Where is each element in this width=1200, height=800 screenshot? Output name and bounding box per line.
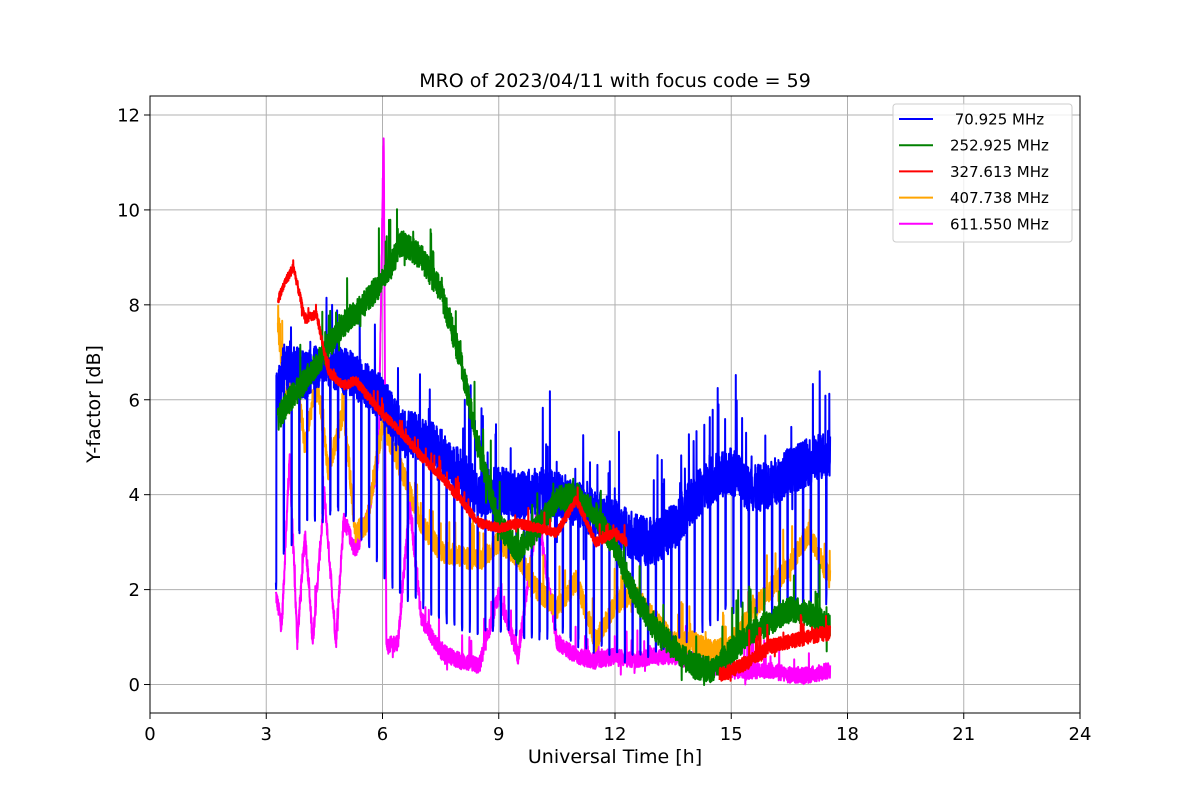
x-tick-label: 15 (720, 724, 743, 745)
y-tick-label: 12 (117, 105, 140, 126)
y-tick-label: 8 (129, 295, 140, 316)
x-tick-label: 18 (836, 724, 859, 745)
series-line-70.925-mhz (274, 296, 832, 664)
x-tick-label: 21 (952, 724, 975, 745)
legend-label-611.550-mhz: 611.550 MHz (950, 215, 1049, 233)
legend-label-327.613-mhz: 327.613 MHz (950, 163, 1049, 181)
series-layer (274, 137, 832, 686)
legend-box (892, 103, 1073, 243)
x-tick-label: 0 (144, 724, 155, 745)
legend: 70.925 MHz 252.925 MHz 327.613 MHz 407.738 … (892, 103, 1073, 243)
y-tick-label: 0 (129, 675, 140, 696)
x-tick-label: 24 (1069, 724, 1092, 745)
y-tick-label: 4 (129, 485, 140, 506)
y-axis-label: Y-factor [dB] (83, 345, 105, 464)
x-tick-label: 3 (261, 724, 272, 745)
series-line-327.613-mhz (277, 259, 628, 548)
series-line-252.925-mhz (276, 208, 831, 686)
x-tick-label: 9 (493, 724, 504, 745)
y-tick-label: 10 (117, 200, 140, 221)
chart-title: MRO of 2023/04/11 with focus code = 59 (419, 70, 811, 92)
y-tick-label: 2 (129, 580, 140, 601)
x-tick-label: 12 (604, 724, 627, 745)
y-tick-label: 6 (129, 390, 140, 411)
legend-label-252.925-mhz: 252.925 MHz (950, 137, 1049, 155)
x-axis-label: Universal Time [h] (528, 746, 702, 768)
legend-label-70.925-mhz: 70.925 MHz (950, 111, 1044, 129)
legend-label-407.738-mhz: 407.738 MHz (950, 189, 1049, 207)
x-tick-label: 6 (377, 724, 388, 745)
series-line-327.613-mhz-late (718, 614, 832, 682)
